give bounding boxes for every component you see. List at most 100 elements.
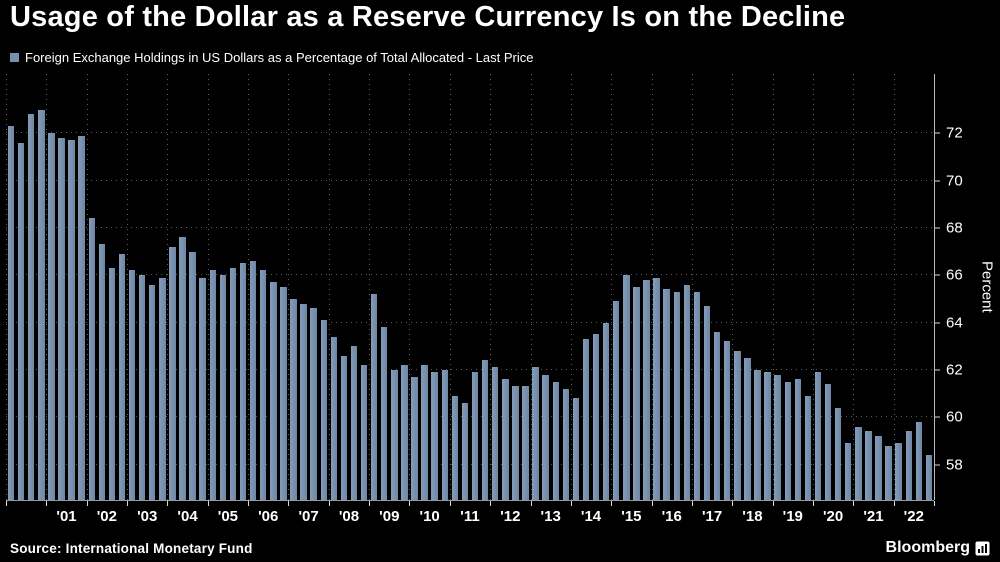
x-tick-label: '02 (96, 508, 117, 525)
bar (814, 372, 822, 500)
bar (290, 298, 297, 500)
bar (915, 421, 923, 500)
chart-title: Usage of the Dollar as a Reserve Currenc… (10, 1, 846, 33)
bar (613, 301, 620, 500)
bar (78, 135, 85, 500)
x-tick-label: '03 (137, 508, 158, 525)
gridline-vertical (288, 74, 290, 500)
gridline-vertical (86, 74, 88, 500)
x-tick-label: '06 (258, 508, 279, 525)
gridline-horizontal (6, 416, 934, 418)
x-tick-mark (127, 501, 129, 506)
gridline-vertical (530, 74, 532, 500)
gridline-vertical (772, 74, 774, 500)
bar (249, 260, 257, 500)
bar (653, 277, 660, 500)
gridline-vertical (691, 74, 693, 500)
bar (88, 218, 95, 500)
bar (451, 395, 459, 500)
gridline-horizontal (6, 274, 934, 276)
bar (58, 137, 65, 500)
bar (431, 372, 438, 500)
bar (270, 282, 277, 500)
x-tick-label: '04 (177, 508, 198, 525)
bar (239, 263, 247, 500)
bar (199, 277, 206, 500)
gridline-vertical (812, 74, 814, 500)
y-axis-title: Percent (978, 261, 996, 313)
bar (794, 379, 802, 500)
x-tick-label: '12 (500, 508, 521, 525)
gridline-vertical (369, 74, 371, 500)
bar (582, 339, 590, 500)
bar (744, 358, 751, 500)
x-tick-label: '15 (621, 508, 642, 525)
bar (370, 294, 378, 500)
bar (108, 268, 116, 500)
bar (895, 443, 902, 500)
bar (98, 244, 106, 500)
bar (572, 398, 580, 500)
y-tick-label: 60 (946, 408, 963, 426)
x-tick-label: '10 (419, 508, 440, 525)
bar (461, 402, 469, 500)
y-tick-label: 64 (946, 314, 963, 331)
y-tick-mark (935, 227, 940, 229)
bar (330, 336, 338, 500)
x-tick-mark (893, 501, 895, 506)
bar (48, 133, 55, 500)
gridline-vertical (167, 74, 169, 500)
y-tick-label: 62 (946, 361, 963, 379)
x-tick-mark (772, 501, 774, 506)
y-tick-label: 70 (946, 172, 963, 189)
bloomberg-logo: Bloomberg (886, 539, 990, 557)
bar (592, 334, 600, 500)
x-tick-mark (46, 501, 48, 506)
y-tick-mark (935, 464, 940, 466)
x-tick-label: '05 (217, 508, 239, 525)
bar (421, 365, 428, 500)
y-tick-label: 68 (946, 219, 963, 237)
bar (754, 369, 761, 500)
gridline-vertical (328, 74, 330, 500)
y-tick-label: 58 (946, 456, 963, 474)
bar (189, 251, 196, 500)
x-tick-mark (691, 501, 693, 506)
bar (118, 253, 126, 500)
bar (300, 303, 307, 500)
plot-area (6, 74, 935, 500)
bar (703, 305, 711, 500)
gridline-vertical (127, 74, 129, 500)
y-tick-label: 72 (946, 124, 963, 142)
bar (683, 284, 691, 500)
bar (360, 365, 368, 500)
x-tick-mark (449, 501, 451, 506)
bar (784, 381, 791, 500)
x-tick-mark (651, 501, 653, 506)
x-tick-label: '17 (701, 508, 723, 525)
gridline-vertical (6, 74, 7, 500)
bar (734, 350, 741, 500)
bar (623, 275, 630, 500)
bar (663, 289, 670, 500)
x-tick-mark (167, 501, 169, 506)
bar (138, 275, 146, 500)
bar (209, 270, 216, 500)
bar (491, 367, 499, 500)
gridline-vertical (853, 74, 855, 500)
source-text: Source: International Monetary Fund (10, 540, 253, 556)
bar (905, 431, 912, 500)
gridline-vertical (207, 74, 209, 500)
x-tick-label: '19 (782, 508, 803, 525)
bar (128, 270, 136, 500)
bar (179, 237, 186, 500)
gridline-vertical (893, 74, 895, 500)
legend-label: Foreign Exchange Holdings in US Dollars … (25, 50, 534, 65)
bar (552, 381, 559, 500)
y-tick-mark (935, 416, 940, 418)
x-tick-mark (248, 501, 250, 506)
y-tick-mark (935, 274, 940, 276)
bar (512, 386, 519, 500)
x-tick-mark (611, 501, 613, 506)
